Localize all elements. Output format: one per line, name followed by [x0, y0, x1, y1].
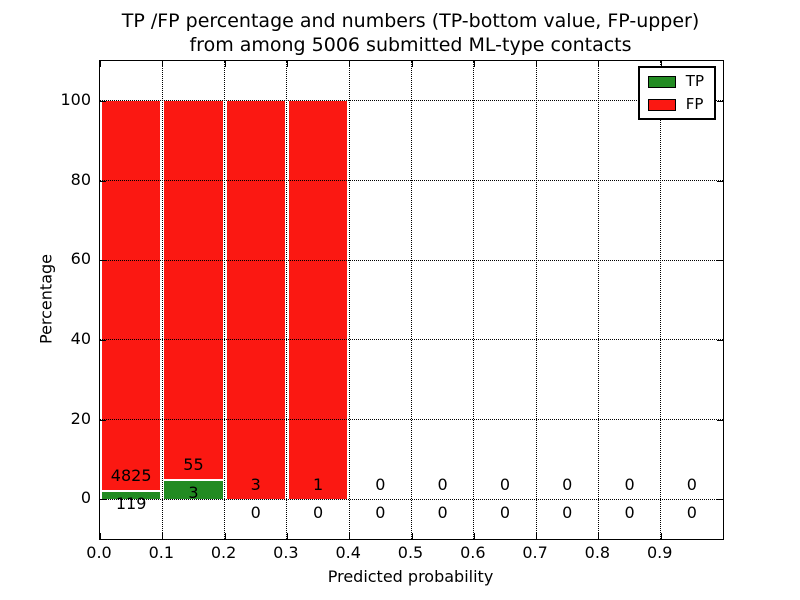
y-tick-label: 40 — [70, 328, 91, 348]
vertical-gridline — [597, 61, 599, 539]
vertical-gridline — [535, 61, 537, 539]
tp-bar — [102, 489, 161, 500]
vertical-gridline — [348, 61, 350, 539]
y-tick-mark — [100, 499, 106, 501]
y-tick-mark — [717, 339, 723, 341]
x-tick-mark — [286, 61, 288, 67]
fp-bar — [288, 100, 348, 500]
x-tick-label: 0.3 — [273, 543, 299, 562]
x-tick-mark — [598, 61, 600, 67]
x-tick-mark — [536, 61, 538, 67]
legend-label-tp: TP — [685, 72, 704, 90]
x-tick-mark — [473, 533, 475, 539]
vertical-gridline — [660, 61, 662, 539]
tp-swatch-icon — [647, 75, 676, 88]
y-tick-label: 60 — [70, 249, 91, 269]
y-tick-label: 80 — [70, 169, 91, 189]
y-tick-mark — [100, 100, 106, 102]
x-tick-mark — [598, 533, 600, 539]
x-tick-label: 0.8 — [584, 543, 611, 562]
fp-count-annotation: 0 — [624, 475, 635, 495]
tp-count-annotation: 0 — [562, 503, 573, 523]
legend-entry-tp: TP — [647, 72, 704, 90]
x-tick-mark — [162, 533, 164, 539]
vertical-gridline — [161, 61, 163, 539]
x-axis-label: Predicted probability — [327, 567, 494, 586]
x-tick-mark — [224, 61, 226, 67]
tp-count-annotation: 119 — [115, 493, 147, 513]
x-tick-mark — [411, 61, 413, 67]
x-tick-label: 0.7 — [522, 543, 548, 562]
tp-count-annotation: 0 — [624, 503, 635, 523]
fp-count-annotation: 0 — [499, 475, 511, 495]
fp-count-annotation: 0 — [375, 475, 386, 495]
tp-count-annotation: 3 — [188, 482, 199, 502]
y-tick-label: 20 — [70, 408, 91, 428]
x-tick-mark — [162, 61, 164, 67]
x-tick-label: 0.1 — [148, 543, 175, 562]
fp-count-annotation: 0 — [686, 475, 697, 495]
tp-count-annotation: 0 — [312, 503, 324, 523]
fp-bar — [164, 100, 223, 479]
x-tick-mark — [100, 61, 101, 67]
y-tick-mark — [100, 419, 106, 421]
fp-swatch-icon — [647, 98, 676, 111]
x-tick-label: 0.4 — [335, 543, 361, 562]
tp-count-annotation: 0 — [250, 503, 261, 523]
x-tick-mark — [536, 533, 538, 539]
tp-count-annotation: 0 — [686, 503, 697, 523]
tp-count-annotation: 0 — [437, 503, 448, 523]
chart-title: TP /FP percentage and numbers (TP-bottom… — [99, 9, 722, 57]
fp-count-annotation: 0 — [437, 475, 448, 495]
y-tick-mark — [717, 260, 723, 262]
x-tick-label: 0.9 — [646, 543, 673, 562]
x-tick-mark — [473, 61, 475, 67]
fp-count-annotation: 4825 — [110, 465, 152, 485]
x-tick-mark — [100, 533, 101, 539]
y-tick-mark — [717, 499, 723, 501]
tp-bar — [164, 478, 223, 500]
legend-label-fp: FP — [685, 95, 704, 113]
y-tick-mark — [100, 339, 106, 341]
x-tick-mark — [660, 533, 662, 539]
plot-area: TP FP 4825 119 55 3 3 0 1 0 0 0 0 0 0 0 0 0 0 0 0 0 — [99, 60, 724, 540]
x-tick-mark — [411, 533, 413, 539]
y-tick-mark — [100, 260, 106, 262]
y-tick-label: 100 — [60, 89, 91, 109]
legend-entry-fp: FP — [647, 95, 704, 113]
vertical-gridline — [411, 61, 412, 539]
x-tick-label: 0.5 — [397, 543, 424, 562]
fp-count-annotation: 55 — [183, 454, 204, 474]
chart-title-line1: TP /FP percentage and numbers (TP-bottom… — [121, 10, 700, 32]
fp-count-annotation: 3 — [250, 475, 261, 495]
legend: TP FP — [637, 66, 716, 120]
y-tick-mark — [717, 180, 723, 182]
x-tick-mark — [349, 533, 351, 539]
x-tick-mark — [660, 61, 662, 67]
vertical-gridline — [224, 61, 226, 539]
fp-count-annotation: 1 — [312, 475, 324, 495]
chart-title-line2: from among 5006 submitted ML-type contac… — [189, 34, 632, 56]
fp-count-annotation: 0 — [562, 475, 573, 495]
vertical-gridline — [473, 61, 475, 539]
tp-count-annotation: 0 — [499, 503, 511, 523]
x-tick-mark — [286, 533, 288, 539]
fp-bar — [102, 100, 161, 490]
x-tick-label: 0.0 — [86, 543, 112, 562]
x-tick-label: 0.2 — [210, 543, 237, 562]
x-tick-label: 0.6 — [460, 543, 486, 562]
y-tick-mark — [717, 100, 723, 102]
fp-bar — [226, 100, 285, 500]
x-tick-mark — [224, 533, 226, 539]
y-tick-label: 0 — [80, 488, 91, 508]
y-tick-mark — [100, 180, 106, 182]
y-tick-mark — [717, 419, 723, 421]
tp-count-annotation: 0 — [375, 503, 386, 523]
x-tick-mark — [349, 61, 351, 67]
vertical-gridline — [286, 61, 288, 539]
